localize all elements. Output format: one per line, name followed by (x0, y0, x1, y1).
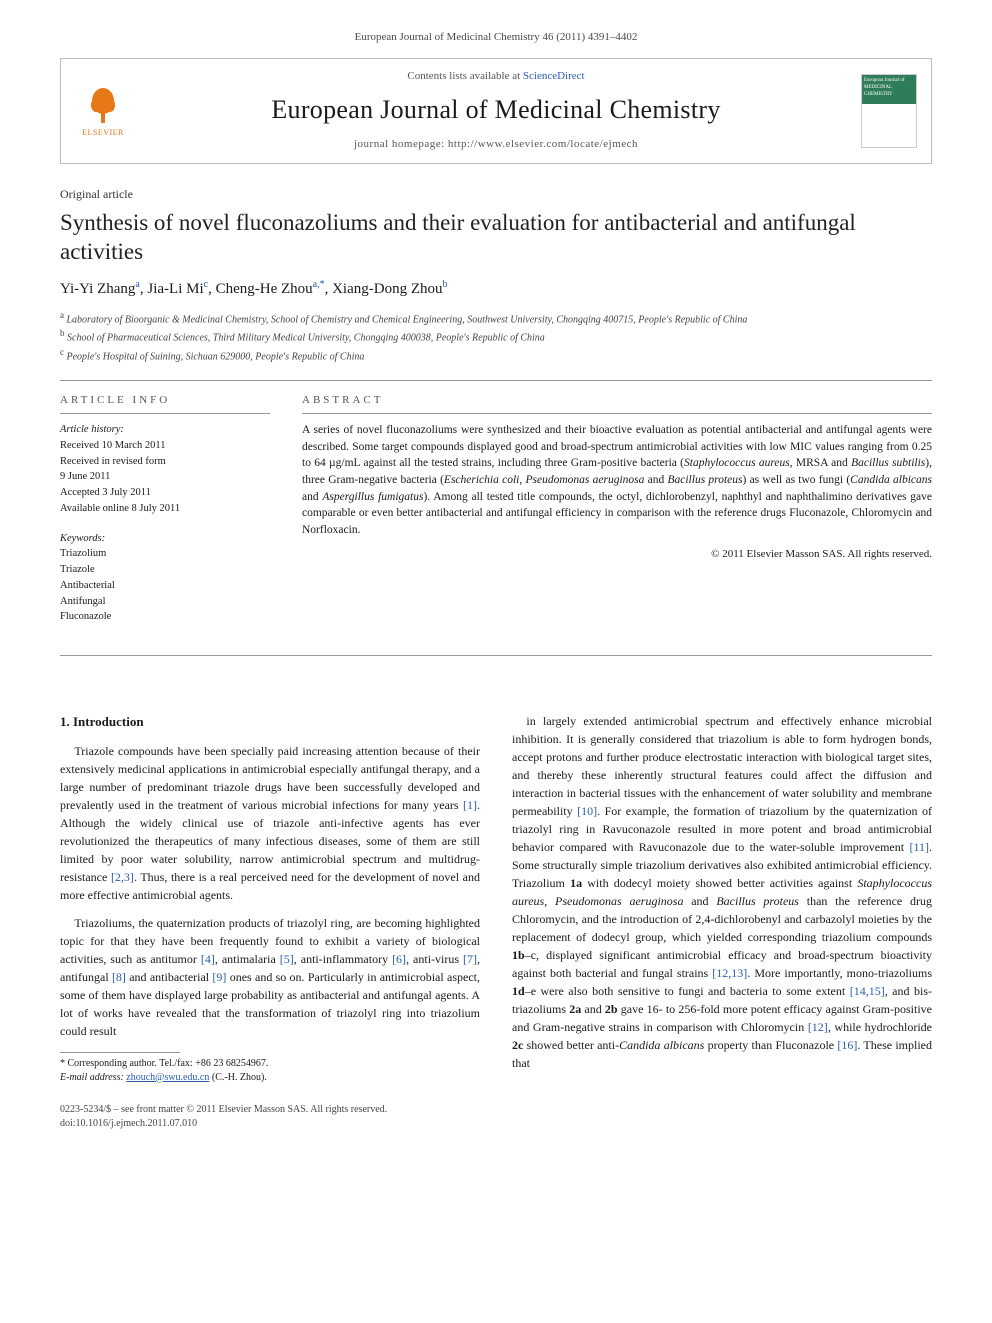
body-p3: in largely extended antimicrobial spectr… (512, 712, 932, 1072)
keyword: Triazolium (60, 546, 270, 562)
abstract-text: A series of novel fluconazoliums were sy… (302, 422, 932, 539)
article-info-column: ARTICLE INFO Article history: Received 1… (60, 381, 270, 655)
journal-homepage: journal homepage: http://www.elsevier.co… (145, 137, 847, 153)
email-link[interactable]: zhouch@swu.edu.cn (126, 1072, 209, 1083)
keywords-block: Keywords: TriazoliumTriazoleAntibacteria… (60, 531, 270, 626)
elsevier-tree-icon (81, 83, 125, 127)
history-line: 9 June 2011 (60, 469, 270, 485)
keyword: Antifungal (60, 594, 270, 610)
keyword: Antibacterial (60, 578, 270, 594)
sciencedirect-link[interactable]: ScienceDirect (523, 70, 585, 82)
footer-copyright: 0223-5234/$ – see front matter © 2011 El… (60, 1103, 932, 1117)
affiliation-line: b School of Pharmaceutical Sciences, Thi… (60, 327, 932, 345)
elsevier-logo: ELSEVIER (75, 76, 131, 146)
footnotes: * Corresponding author. Tel./fax: +86 23… (60, 1057, 480, 1085)
info-abstract-row: ARTICLE INFO Article history: Received 1… (60, 380, 932, 656)
journal-name: European Journal of Medicinal Chemistry (145, 91, 847, 129)
email-label: E-mail address: (60, 1072, 124, 1083)
authors: Yi-Yi Zhanga, Jia-Li Mic, Cheng-He Zhoua… (60, 278, 932, 301)
footer-doi: doi:10.1016/j.ejmech.2011.07.010 (60, 1117, 932, 1131)
body-text: 1. Introduction Triazole compounds have … (60, 712, 932, 1085)
history-line: Accepted 3 July 2011 (60, 485, 270, 501)
email-suffix: (C.-H. Zhou). (212, 1072, 267, 1083)
body-p2: Triazoliums, the quaternization products… (60, 914, 480, 1040)
email-line: E-mail address: zhouch@swu.edu.cn (C.-H.… (60, 1071, 480, 1085)
citation: European Journal of Medicinal Chemistry … (60, 30, 932, 46)
contents-list-line: Contents lists available at ScienceDirec… (145, 69, 847, 85)
history-line: Available online 8 July 2011 (60, 501, 270, 517)
history-line: Received in revised form (60, 454, 270, 470)
article-info-heading: ARTICLE INFO (60, 393, 270, 414)
journal-header: ELSEVIER Contents lists available at Sci… (60, 58, 932, 164)
footnote-separator (60, 1052, 180, 1053)
abstract-heading: ABSTRACT (302, 393, 932, 414)
publisher-label: ELSEVIER (82, 127, 124, 139)
keyword: Fluconazole (60, 609, 270, 625)
article-history-block: Article history: Received 10 March 2011R… (60, 422, 270, 517)
homepage-url[interactable]: http://www.elsevier.com/locate/ejmech (448, 138, 638, 150)
abstract-column: ABSTRACT A series of novel fluconazolium… (302, 381, 932, 655)
body-p1: Triazole compounds have been specially p… (60, 742, 480, 904)
history-head: Article history: (60, 422, 270, 438)
corresponding-author: * Corresponding author. Tel./fax: +86 23… (60, 1057, 480, 1071)
cover-caption: European Journal of MEDICINAL CHEMISTRY (864, 77, 914, 99)
section-heading-introduction: 1. Introduction (60, 712, 480, 732)
abstract-copyright: © 2011 Elsevier Masson SAS. All rights r… (302, 547, 932, 563)
header-center: Contents lists available at ScienceDirec… (145, 69, 847, 153)
keyword: Triazole (60, 562, 270, 578)
article-title: Synthesis of novel fluconazoliums and th… (60, 209, 932, 267)
history-line: Received 10 March 2011 (60, 438, 270, 454)
homepage-prefix: journal homepage: (354, 138, 448, 150)
affiliation-line: c People's Hospital of Suining, Sichuan … (60, 346, 932, 364)
affiliation-line: a Laboratory of Bioorganic & Medicinal C… (60, 309, 932, 327)
article-type: Original article (60, 186, 932, 203)
footer: 0223-5234/$ – see front matter © 2011 El… (60, 1103, 932, 1131)
keywords-head: Keywords: (60, 531, 270, 547)
affiliations: a Laboratory of Bioorganic & Medicinal C… (60, 309, 932, 364)
journal-cover-thumb: European Journal of MEDICINAL CHEMISTRY (861, 74, 917, 148)
contents-prefix: Contents lists available at (407, 70, 522, 82)
